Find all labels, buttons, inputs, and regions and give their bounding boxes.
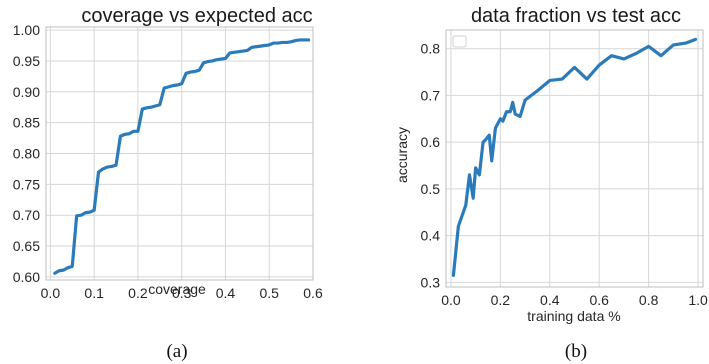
chart-b-ticks: 0.0 0.2 0.4 0.6 0.8 1.0 0.3 0.4 0.5 0.6 0.7 0.8: [421, 41, 708, 308]
chart-a-caption: (a): [166, 341, 187, 362]
a-xtick-label: 0.2: [128, 285, 148, 301]
chart-b-title: data fraction vs test acc: [471, 5, 681, 27]
chart-coverage-vs-expected-acc: coverage vs expected acc 0.0 0.1 0.2 0.3 0.4…: [13, 5, 323, 362]
a-ytick-label: 0.90: [13, 84, 40, 100]
b-ytick-label: 0.4: [421, 228, 441, 244]
a-ytick-label: 0.95: [13, 53, 40, 69]
chart-a-ticks: 0.0 0.1 0.2 0.3 0.4 0.5 0.6 0.60 0.65 0.70 0.75 0.8…: [13, 22, 323, 301]
chart-data-fraction-vs-test-acc: data fraction vs test acc 0.0 0.2 0.4 0.6 0.…: [394, 5, 708, 362]
chart-a-series-line: [53, 38, 311, 275]
b-ytick-label: 0.5: [421, 181, 441, 197]
a-ytick-label: 0.65: [13, 238, 40, 254]
b-ytick-label: 0.6: [421, 134, 441, 150]
a-xtick-label: 0.1: [84, 285, 104, 301]
a-ytick-label: 1.00: [13, 22, 40, 38]
a-xtick-label: 0.0: [41, 285, 61, 301]
chart-b-grid: [446, 30, 703, 287]
a-xtick-label: 0.3: [172, 285, 192, 301]
a-xtick-label: 0.5: [259, 285, 279, 301]
a-ytick-label: 0.80: [13, 146, 40, 162]
a-xtick-label: 0.6: [303, 285, 323, 301]
b-ytick-label: 0.8: [421, 41, 441, 57]
chart-a-frame: [45, 26, 314, 281]
chart-b-xlabel: training data %: [527, 308, 620, 324]
b-xtick-label: 0.8: [639, 292, 659, 308]
chart-b-frame: [445, 29, 704, 288]
b-xtick-label: 0.4: [540, 292, 560, 308]
b-xtick-label: 1.0: [688, 292, 708, 308]
b-xtick-label: 0.2: [491, 292, 511, 308]
chart-b-legend-box: [452, 35, 467, 48]
chart-b-ylabel: accuracy: [394, 127, 410, 183]
b-xtick-label: 0.0: [441, 292, 461, 308]
chart-b-series-line: [451, 37, 698, 277]
a-ytick-label: 0.85: [13, 115, 40, 131]
b-ytick-label: 0.3: [421, 274, 441, 290]
b-xtick-label: 0.6: [589, 292, 609, 308]
chart-a-xlabel: coverage: [148, 281, 206, 297]
a-ytick-label: 0.75: [13, 176, 40, 192]
b-ytick-label: 0.7: [421, 87, 441, 103]
chart-a-grid: [46, 27, 314, 280]
a-xtick-label: 0.4: [216, 285, 236, 301]
a-ytick-label: 0.70: [13, 207, 40, 223]
chart-b-caption: (b): [565, 341, 587, 362]
a-ytick-label: 0.60: [13, 269, 40, 285]
chart-a-title: coverage vs expected acc: [81, 5, 312, 27]
